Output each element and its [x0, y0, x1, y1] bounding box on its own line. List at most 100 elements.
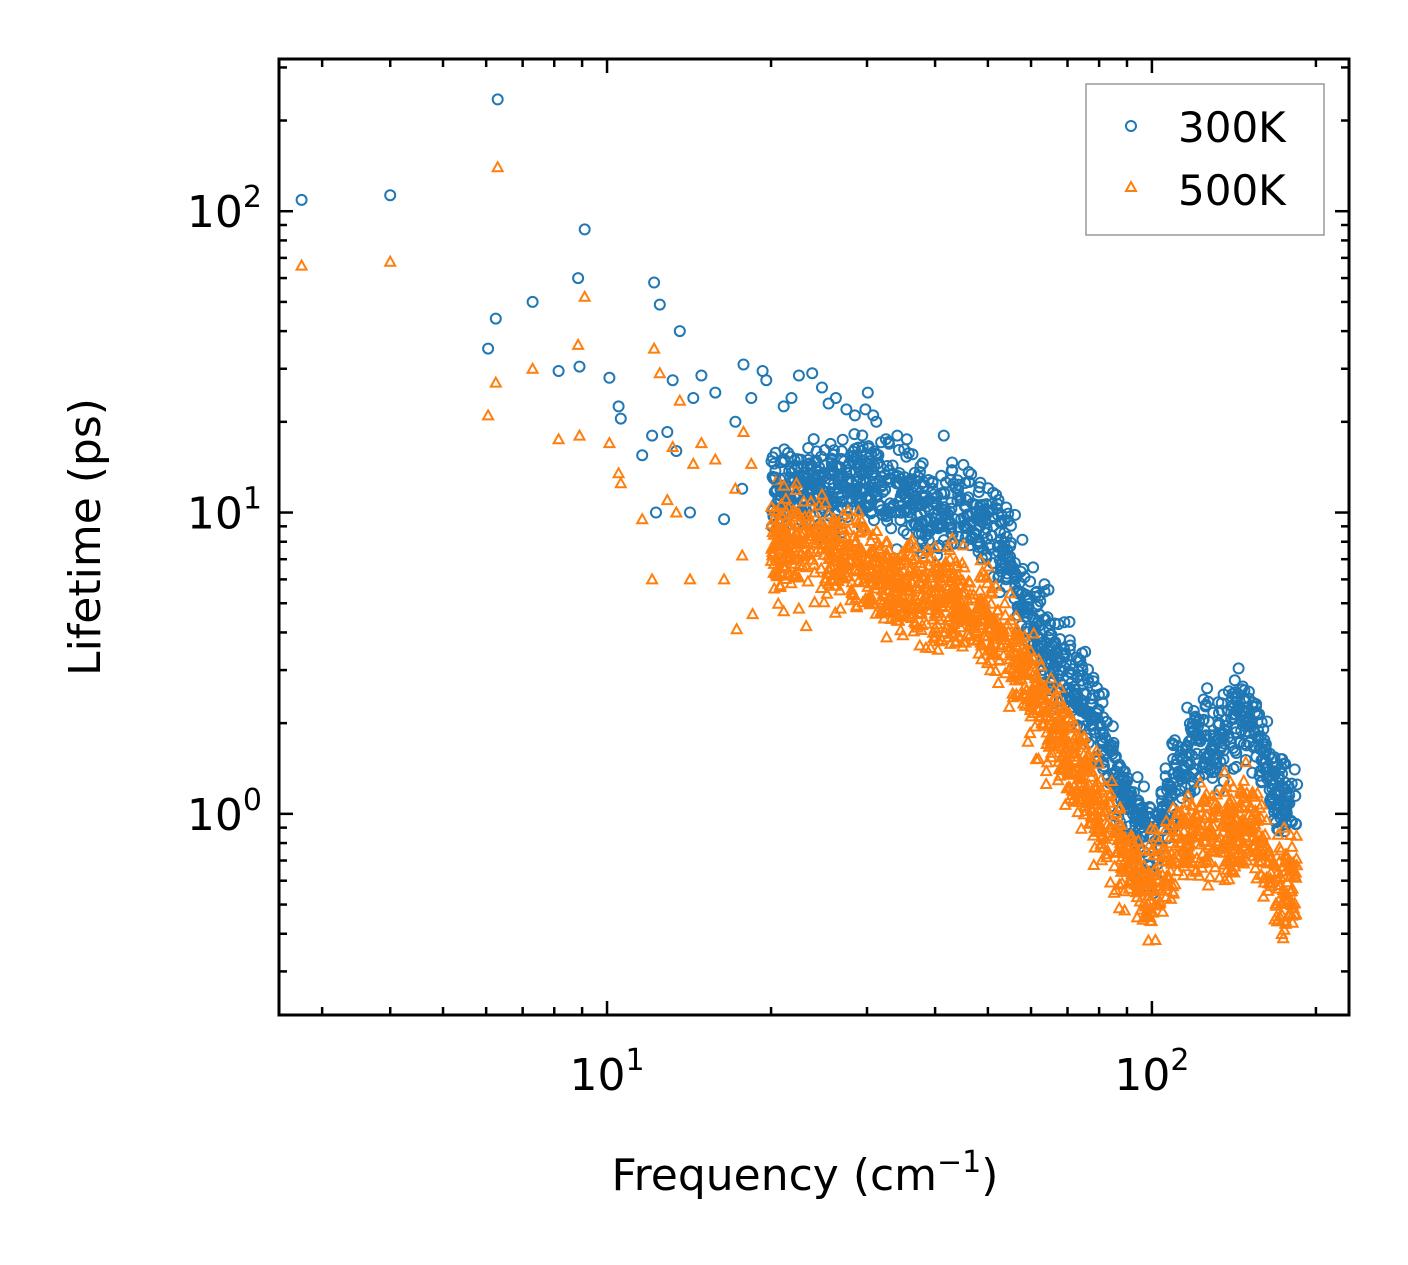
point-500K-bulk-1186 — [1133, 894, 1147, 907]
legend-label-500K: 500K — [1178, 166, 1287, 215]
point-500K-bulk-1592 — [1273, 909, 1287, 922]
point-500K-bulk-1353 — [981, 643, 995, 656]
point-500K-bulk-1617 — [1065, 712, 1079, 725]
point-300K-bulk-823 — [1041, 611, 1054, 624]
point-300K-bulk-1135 — [1124, 799, 1137, 812]
point-300K-37 — [800, 472, 813, 485]
point-300K-bulk-1076 — [868, 514, 880, 527]
point-500K-bulk-1521 — [795, 559, 810, 572]
point-500K-bulk-1631 — [1026, 651, 1040, 664]
point-500K-bulk-11 — [820, 586, 834, 599]
point-500K-bulk-147 — [1168, 877, 1182, 890]
point-500K-bulk-1342 — [1208, 860, 1222, 873]
point-300K-bulk-15 — [897, 524, 910, 537]
point-500K-bulk-1681 — [1248, 803, 1263, 816]
point-500K-bulk-1576 — [1080, 752, 1094, 765]
point-500K-bulk-1653 — [986, 644, 1001, 657]
point-500K-bulk-1554 — [1171, 804, 1185, 817]
point-500K-bulk-1449 — [929, 624, 943, 637]
point-300K-bulk-514 — [1159, 762, 1172, 775]
point-500K-bulk-1583 — [892, 565, 906, 578]
point-500K-bulk-65 — [1112, 877, 1127, 890]
point-500K-bulk-1331 — [984, 584, 999, 597]
point-500K-bulk-1441 — [907, 624, 921, 637]
point-500K-bulk-275 — [1201, 878, 1215, 891]
point-300K-bulk-694 — [1219, 719, 1232, 732]
point-300K-bulk-1383 — [1068, 680, 1081, 693]
point-300K-bulk-1372 — [768, 457, 781, 470]
point-500K-bulk-949 — [795, 518, 809, 531]
legend-marker-500K — [1124, 179, 1138, 192]
point-300K-bulk-1197 — [870, 485, 882, 498]
point-500K-bulk-1407 — [772, 519, 786, 532]
point-500K-bulk-1483 — [1281, 907, 1296, 920]
point-500K-16 — [645, 572, 659, 585]
x-axis-label: Frequency (cm−1) — [612, 1145, 999, 1201]
point-300K-10 — [603, 371, 616, 384]
point-300K-11 — [612, 400, 625, 413]
point-300K-46 — [867, 409, 880, 422]
point-300K-bulk-133 — [1187, 705, 1200, 717]
point-500K-bulk-1245 — [1079, 786, 1093, 799]
point-500K-bulk-1485 — [974, 611, 989, 624]
point-500K-bulk-138 — [981, 559, 996, 572]
point-500K-bulk-1311 — [1272, 840, 1287, 853]
point-300K-19 — [666, 374, 679, 387]
point-300K-bulk-200 — [1246, 766, 1259, 779]
point-300K-bulk-1194 — [780, 490, 793, 503]
point-500K-9 — [572, 428, 587, 441]
point-300K-bulk-1046 — [902, 486, 915, 499]
point-300K-bulk-1051 — [1229, 726, 1242, 739]
point-300K-bulk-543 — [826, 460, 838, 473]
point-500K-bulk-781 — [1187, 816, 1201, 829]
point-300K-bulk-1141 — [962, 475, 975, 488]
point-300K-bulk-863 — [1222, 685, 1235, 698]
point-500K-bulk-1487 — [914, 622, 929, 635]
point-300K-bulk-1193 — [1226, 691, 1239, 704]
point-300K-bulk-1266 — [1133, 822, 1146, 835]
point-300K-bulk-1336 — [1215, 704, 1228, 717]
point-500K-bulk-1629 — [1225, 863, 1240, 876]
point-500K-bulk-1109 — [824, 529, 838, 542]
point-500K-bulk-1060 — [862, 558, 876, 571]
point-300K-bulk-1317 — [949, 513, 961, 526]
point-500K-bulk-1160 — [822, 507, 836, 520]
point-500K-bulk-1649 — [863, 543, 878, 556]
point-500K-bulk-1471 — [1121, 839, 1135, 852]
point-300K-27 — [729, 415, 742, 428]
point-500K-bulk-1580 — [824, 550, 838, 563]
point-300K-bulk-972 — [874, 461, 887, 474]
point-500K-bulk-1491 — [1178, 854, 1192, 867]
point-300K-bulk-1382 — [952, 478, 965, 491]
point-500K-bulk-1234 — [1009, 664, 1024, 677]
point-300K-12 — [614, 412, 627, 425]
point-500K-13 — [635, 512, 649, 525]
point-300K-48 — [879, 433, 892, 446]
point-300K-bulk-1264 — [893, 477, 906, 490]
point-500K-bulk-1336 — [765, 545, 780, 558]
point-300K-bulk-988 — [1079, 645, 1092, 658]
point-500K-bulk-1386 — [940, 582, 955, 595]
point-500K-bulk-1643 — [1124, 872, 1138, 885]
point-500K-bulk-593 — [957, 560, 971, 573]
point-500K-bulk-1346 — [970, 623, 984, 636]
point-300K-bulk-1299 — [1087, 712, 1099, 725]
point-500K-bulk-1544 — [789, 482, 803, 495]
point-500K-bulk-472 — [1141, 933, 1156, 946]
point-500K-bulk-1686 — [1143, 893, 1157, 906]
point-500K-bulk-920 — [947, 566, 961, 579]
point-500K-bulk-717 — [991, 675, 1005, 688]
point-500K-bulk-1212 — [1119, 864, 1133, 877]
point-500K-bulk-1647 — [933, 612, 947, 625]
data-points — [294, 93, 1304, 946]
point-500K-bulk-1289 — [777, 532, 791, 545]
point-500K-bulk-1613 — [1103, 795, 1118, 808]
point-300K-bulk-1310 — [1165, 789, 1178, 802]
point-300K-bulk-815 — [892, 444, 905, 456]
point-300K-4 — [489, 312, 502, 325]
point-300K-43 — [848, 409, 861, 422]
x-axis-label-close: ) — [981, 1150, 998, 1201]
point-300K-bulk-1374 — [1280, 807, 1293, 820]
point-300K-bulk-1251 — [1031, 617, 1044, 630]
point-500K-bulk-1468 — [901, 540, 915, 553]
